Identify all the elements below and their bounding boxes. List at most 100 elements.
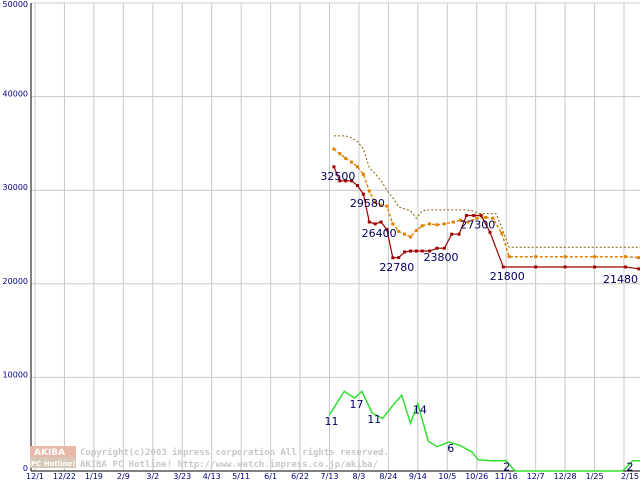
y-tick-label: 40000 [3, 90, 28, 99]
series-point-avg-price [355, 165, 359, 169]
series-line-min-price [333, 166, 640, 270]
y-tick-labels: 0 10000 20000 30000 40000 50000 [3, 0, 28, 473]
axes [30, 3, 640, 472]
series-point-min-price [442, 246, 446, 250]
series-point-avg-price [379, 203, 383, 207]
x-tick-label: 6/1 [264, 472, 277, 480]
data-label: 21800 [490, 270, 525, 283]
series-point-min-price [403, 250, 407, 254]
watermark-logo-top [30, 446, 76, 457]
series-point-min-price [350, 179, 354, 183]
y-tick-label: 20000 [3, 277, 28, 286]
watermark-site: AKIBA PC Hotline! http://www.watch.impre… [80, 459, 378, 470]
x-tick-label: 3/23 [173, 472, 191, 480]
y-tick-label: 50000 [3, 0, 28, 9]
count-label: 14 [413, 404, 427, 417]
series-point-min-price [332, 165, 336, 169]
series-point-min-price [428, 249, 432, 253]
x-tick-label: 12/28 [554, 472, 577, 480]
series-point-min-price [479, 213, 483, 217]
count-label: 11 [367, 413, 381, 426]
x-tick-label: 2/15 [621, 472, 639, 480]
series-line-max-price [333, 135, 640, 248]
data-labels: 32500 29580 26400 22780 23800 27300 21800 21480… [320, 170, 638, 474]
series-point-avg-price [534, 255, 538, 259]
data-label: 21480 [603, 273, 638, 286]
series-point-avg-price [361, 172, 365, 176]
x-tick-label: 12/22 [53, 472, 76, 480]
series-point-min-price [338, 179, 342, 183]
series-line-shop-count [328, 390, 640, 472]
series-point-avg-price [414, 228, 418, 232]
series-point-min-price [623, 265, 627, 269]
series-point-avg-price [373, 200, 377, 204]
x-tick-label: 2/9 [117, 472, 130, 480]
count-label: 11 [325, 415, 339, 428]
series-point-avg-price [637, 256, 640, 260]
x-tick-label: 3/2 [146, 472, 159, 480]
watermark-logo-top-text: AKIBA [34, 448, 65, 458]
series-point-avg-price [408, 235, 412, 239]
series-point-avg-price [332, 147, 336, 151]
x-tick-label: 7/13 [321, 472, 339, 480]
x-tick-label: 9/14 [409, 472, 427, 480]
x-tick-label: 5/11 [232, 472, 250, 480]
series-point-avg-price [500, 231, 504, 235]
series-point-avg-price [593, 255, 597, 259]
series-point-avg-price [344, 156, 348, 160]
series-point-min-price [501, 265, 505, 269]
series-point-min-price [563, 265, 567, 269]
data-label: 32500 [320, 170, 355, 183]
data-label: 22780 [379, 261, 414, 274]
x-tick-label: 1/19 [85, 472, 103, 480]
x-tick-label: 11/16 [495, 472, 518, 480]
series-point-avg-price [420, 224, 424, 228]
series-point-avg-price [459, 218, 463, 222]
series-point-min-price [408, 249, 412, 253]
series-point-min-price [367, 220, 371, 224]
series-point-avg-price [451, 220, 455, 224]
series-point-min-price [385, 228, 389, 232]
data-label: 26400 [362, 227, 397, 240]
watermark: AKIBA PC Hotline! Copyright(c)2003 impre… [30, 446, 389, 470]
series-point-avg-price [350, 160, 354, 164]
series-point-min-price [464, 213, 468, 217]
series-point-avg-price [475, 216, 479, 220]
series-point-min-price [472, 213, 476, 217]
x-tick-label: 4/13 [203, 472, 221, 480]
series-point-avg-price [507, 255, 511, 259]
count-label: 6 [447, 442, 454, 455]
series-point-min-price [450, 232, 454, 236]
series-point-avg-price [367, 189, 371, 193]
series-point-min-price [373, 222, 377, 226]
data-label: 29580 [350, 197, 385, 210]
series-point-min-price [355, 184, 359, 188]
x-tick-label: 12/1 [26, 472, 44, 480]
series-point-min-price [420, 249, 424, 253]
x-tick-label: 1/25 [586, 472, 604, 480]
series-point-avg-price [403, 232, 407, 236]
watermark-copyright: Copyright(c)2003 impress corporation All… [80, 447, 389, 458]
y-tick-label: 30000 [3, 183, 28, 192]
series-point-min-price [593, 265, 597, 269]
series-point-min-price [534, 265, 538, 269]
data-label: 27300 [460, 218, 495, 231]
series-point-avg-price [435, 223, 439, 227]
series-point-avg-price [338, 152, 342, 156]
series-point-min-price [637, 267, 640, 271]
series-point-min-price [379, 220, 383, 224]
series-point-avg-price [391, 222, 395, 226]
series-point-min-price [391, 256, 395, 260]
x-tick-label: 10/5 [438, 472, 456, 480]
series-layer [328, 135, 640, 472]
x-tick-label: 6/22 [291, 472, 309, 480]
series-point-avg-price [385, 204, 389, 208]
series-point-avg-price [428, 222, 432, 226]
x-tick-label: 12/7 [527, 472, 545, 480]
y-tick-label: 0 [23, 464, 28, 473]
x-tick-label: 10/26 [465, 472, 488, 480]
series-point-avg-price [442, 222, 446, 226]
x-tick-label: 8/24 [379, 472, 397, 480]
series-point-avg-price [623, 255, 627, 259]
